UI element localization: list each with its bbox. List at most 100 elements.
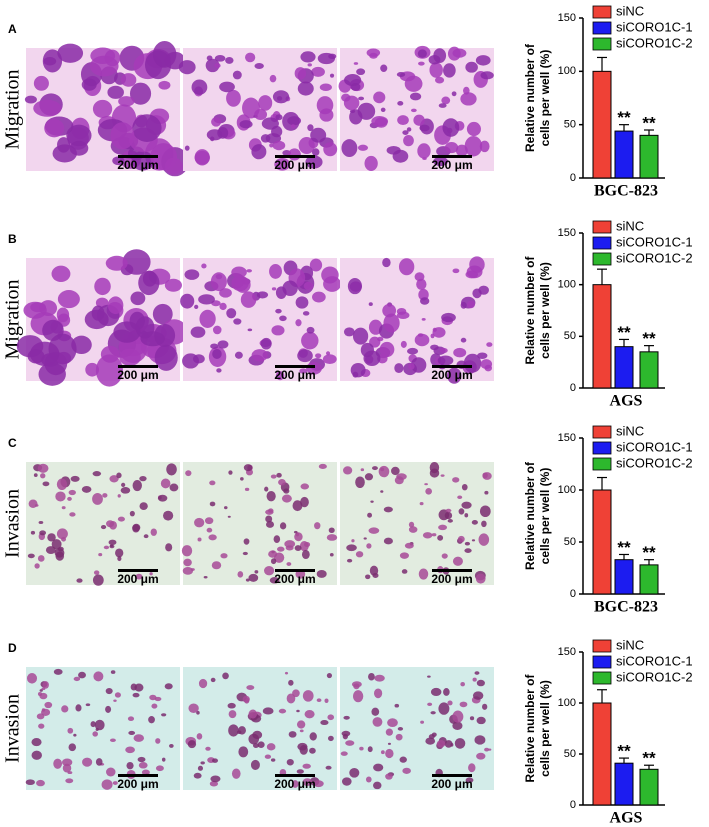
cell xyxy=(183,558,192,567)
scale-bar xyxy=(432,774,472,777)
cell xyxy=(209,501,216,507)
cell xyxy=(484,490,489,495)
cell xyxy=(270,558,277,565)
micrograph: 200 μm xyxy=(26,462,180,586)
cell xyxy=(272,140,286,151)
cell xyxy=(385,748,394,759)
cell xyxy=(391,466,400,476)
legend-label: siCORO1C-2 xyxy=(616,455,693,470)
cell xyxy=(33,75,49,91)
legend-swatch xyxy=(592,425,612,439)
cell xyxy=(198,678,208,689)
scale-bar-label: 200 μm xyxy=(274,158,315,172)
cell xyxy=(478,533,490,546)
cell xyxy=(295,532,300,537)
cell xyxy=(211,561,222,570)
cell xyxy=(297,349,313,363)
cell xyxy=(408,363,415,370)
cell xyxy=(403,134,414,147)
cell xyxy=(228,724,239,737)
cell xyxy=(90,721,96,728)
cell xyxy=(154,323,176,348)
legend-swatch xyxy=(592,236,612,250)
cell xyxy=(208,534,217,541)
cell xyxy=(484,364,493,372)
cell xyxy=(169,743,174,748)
cell xyxy=(441,312,456,323)
micrograph-background xyxy=(340,667,494,790)
cell xyxy=(220,553,228,559)
cell xyxy=(225,56,234,64)
cell xyxy=(420,720,425,724)
cell xyxy=(427,702,433,707)
cell xyxy=(452,268,460,274)
cell xyxy=(116,472,122,479)
cell xyxy=(193,772,202,779)
micrograph: 200 μm xyxy=(16,249,188,387)
cell xyxy=(192,354,205,364)
cell xyxy=(141,769,150,776)
panel-label: B xyxy=(8,232,17,246)
cell xyxy=(322,354,337,365)
cell xyxy=(383,313,400,333)
cell xyxy=(296,709,300,713)
cell xyxy=(37,692,43,696)
cell xyxy=(112,156,125,166)
cell xyxy=(51,539,62,550)
legend-swatch xyxy=(592,37,612,51)
micrograph: 200 μm xyxy=(181,462,338,586)
cell xyxy=(286,758,294,766)
cell xyxy=(243,464,253,472)
cell xyxy=(31,750,42,760)
cell xyxy=(397,101,404,106)
cell xyxy=(408,521,415,528)
cell xyxy=(365,776,372,783)
cell xyxy=(277,546,285,552)
cell xyxy=(374,117,388,128)
cell xyxy=(222,672,229,680)
cell xyxy=(355,476,365,489)
cell xyxy=(89,55,119,77)
cell xyxy=(349,109,363,125)
cell xyxy=(34,563,40,569)
cell xyxy=(233,318,242,325)
cell xyxy=(461,483,468,491)
cell xyxy=(113,699,117,702)
cell xyxy=(120,487,131,494)
cell xyxy=(200,761,205,765)
cell xyxy=(408,526,418,533)
cell xyxy=(260,337,272,350)
legend-swatch xyxy=(592,252,612,266)
cell xyxy=(278,479,286,486)
cell xyxy=(108,539,117,546)
micrograph: 200 μm xyxy=(338,45,494,172)
cell xyxy=(300,483,310,490)
cell xyxy=(61,506,66,510)
legend-swatch xyxy=(592,220,612,234)
cell xyxy=(382,257,391,268)
cell xyxy=(367,512,372,518)
cell xyxy=(479,140,490,153)
cell xyxy=(417,49,427,58)
cell xyxy=(438,103,447,108)
cell xyxy=(460,92,477,106)
cell xyxy=(276,472,282,478)
cell xyxy=(279,522,287,530)
cell xyxy=(227,515,231,518)
y-tick-label: 0 xyxy=(570,382,576,394)
cell xyxy=(155,738,161,744)
cell xyxy=(447,367,462,384)
cell xyxy=(299,745,308,755)
cell xyxy=(346,558,353,563)
cell xyxy=(309,258,323,272)
cell xyxy=(430,333,435,339)
cell xyxy=(164,683,173,690)
scale-bar-label: 200 μm xyxy=(431,158,472,172)
cell xyxy=(55,551,65,561)
cell xyxy=(288,731,297,738)
cell xyxy=(316,570,327,578)
cell xyxy=(397,115,409,126)
cell xyxy=(482,703,488,710)
cell xyxy=(276,96,283,101)
cell xyxy=(231,768,241,779)
